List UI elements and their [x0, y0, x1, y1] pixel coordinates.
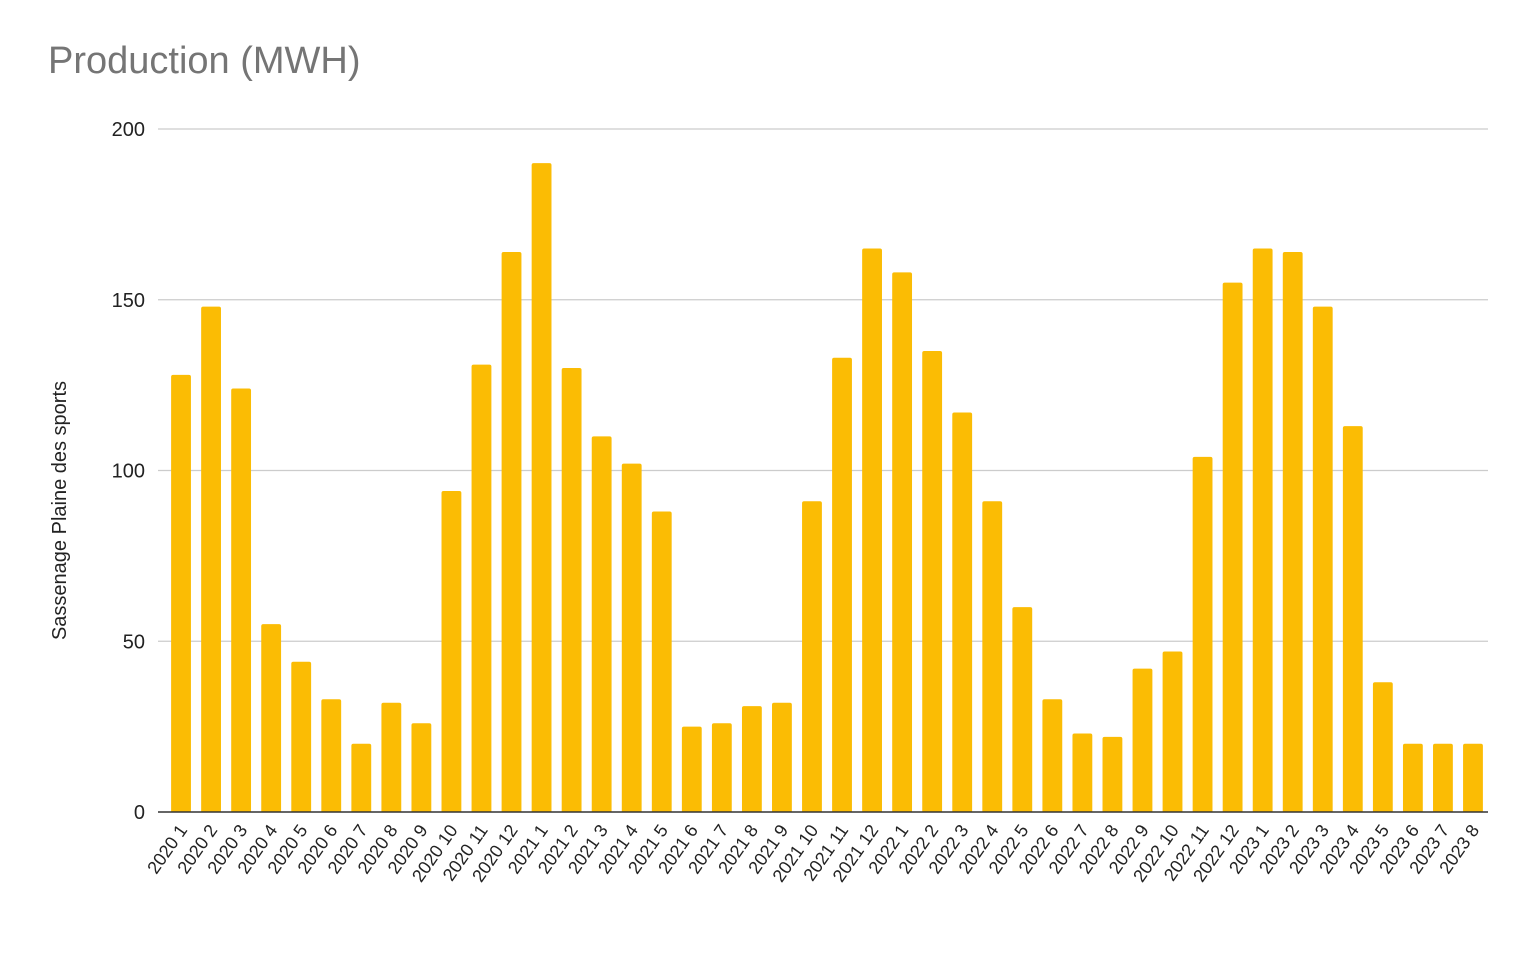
bar: [591, 436, 612, 812]
y-axis-label: Sassenage Plaine des sports: [49, 381, 71, 640]
bar: [832, 357, 852, 812]
bar: [411, 723, 432, 812]
bar: [1372, 682, 1393, 812]
bar: [171, 374, 191, 812]
bar: [471, 364, 492, 812]
bar: [1433, 743, 1453, 812]
bar: [351, 743, 372, 812]
y-tick-label: 100: [112, 461, 145, 483]
bar: [892, 272, 913, 812]
bar: [1312, 306, 1333, 812]
bar: [1282, 251, 1303, 812]
bar: [501, 251, 522, 812]
bar: [1012, 607, 1033, 812]
bar: [441, 490, 462, 812]
bar: [291, 661, 312, 812]
bar: [651, 511, 672, 812]
bar: [321, 699, 342, 812]
bar: [1342, 426, 1363, 812]
bar: [261, 624, 282, 812]
bar: [1072, 733, 1093, 812]
bar: [772, 702, 792, 812]
bar: [1463, 743, 1483, 812]
bar: [922, 350, 943, 812]
bar: [1132, 668, 1153, 812]
y-tick-label: 150: [112, 290, 145, 312]
chart-title: Production (MWH): [48, 40, 361, 82]
bars: [171, 163, 1483, 812]
bar: [1192, 456, 1213, 812]
bar: [982, 501, 1003, 812]
bar: [381, 702, 402, 812]
bar: [681, 726, 702, 812]
bar: [531, 163, 552, 812]
bar: [711, 723, 732, 812]
bar: [1042, 699, 1063, 812]
bar: [561, 368, 582, 812]
bar: [201, 306, 221, 812]
bar: [621, 463, 642, 812]
bar: [862, 248, 882, 812]
bar: [1252, 248, 1273, 812]
bar: [1102, 736, 1123, 812]
bar: [1162, 651, 1183, 812]
y-tick-label: 0: [134, 802, 145, 824]
bar: [1222, 282, 1243, 812]
bar: [231, 388, 252, 812]
bar: [1402, 743, 1423, 812]
bar: [952, 412, 973, 812]
y-tick-label: 200: [112, 119, 145, 141]
y-tick-label: 50: [123, 631, 145, 653]
bar: [741, 706, 762, 812]
bar: [802, 501, 822, 812]
